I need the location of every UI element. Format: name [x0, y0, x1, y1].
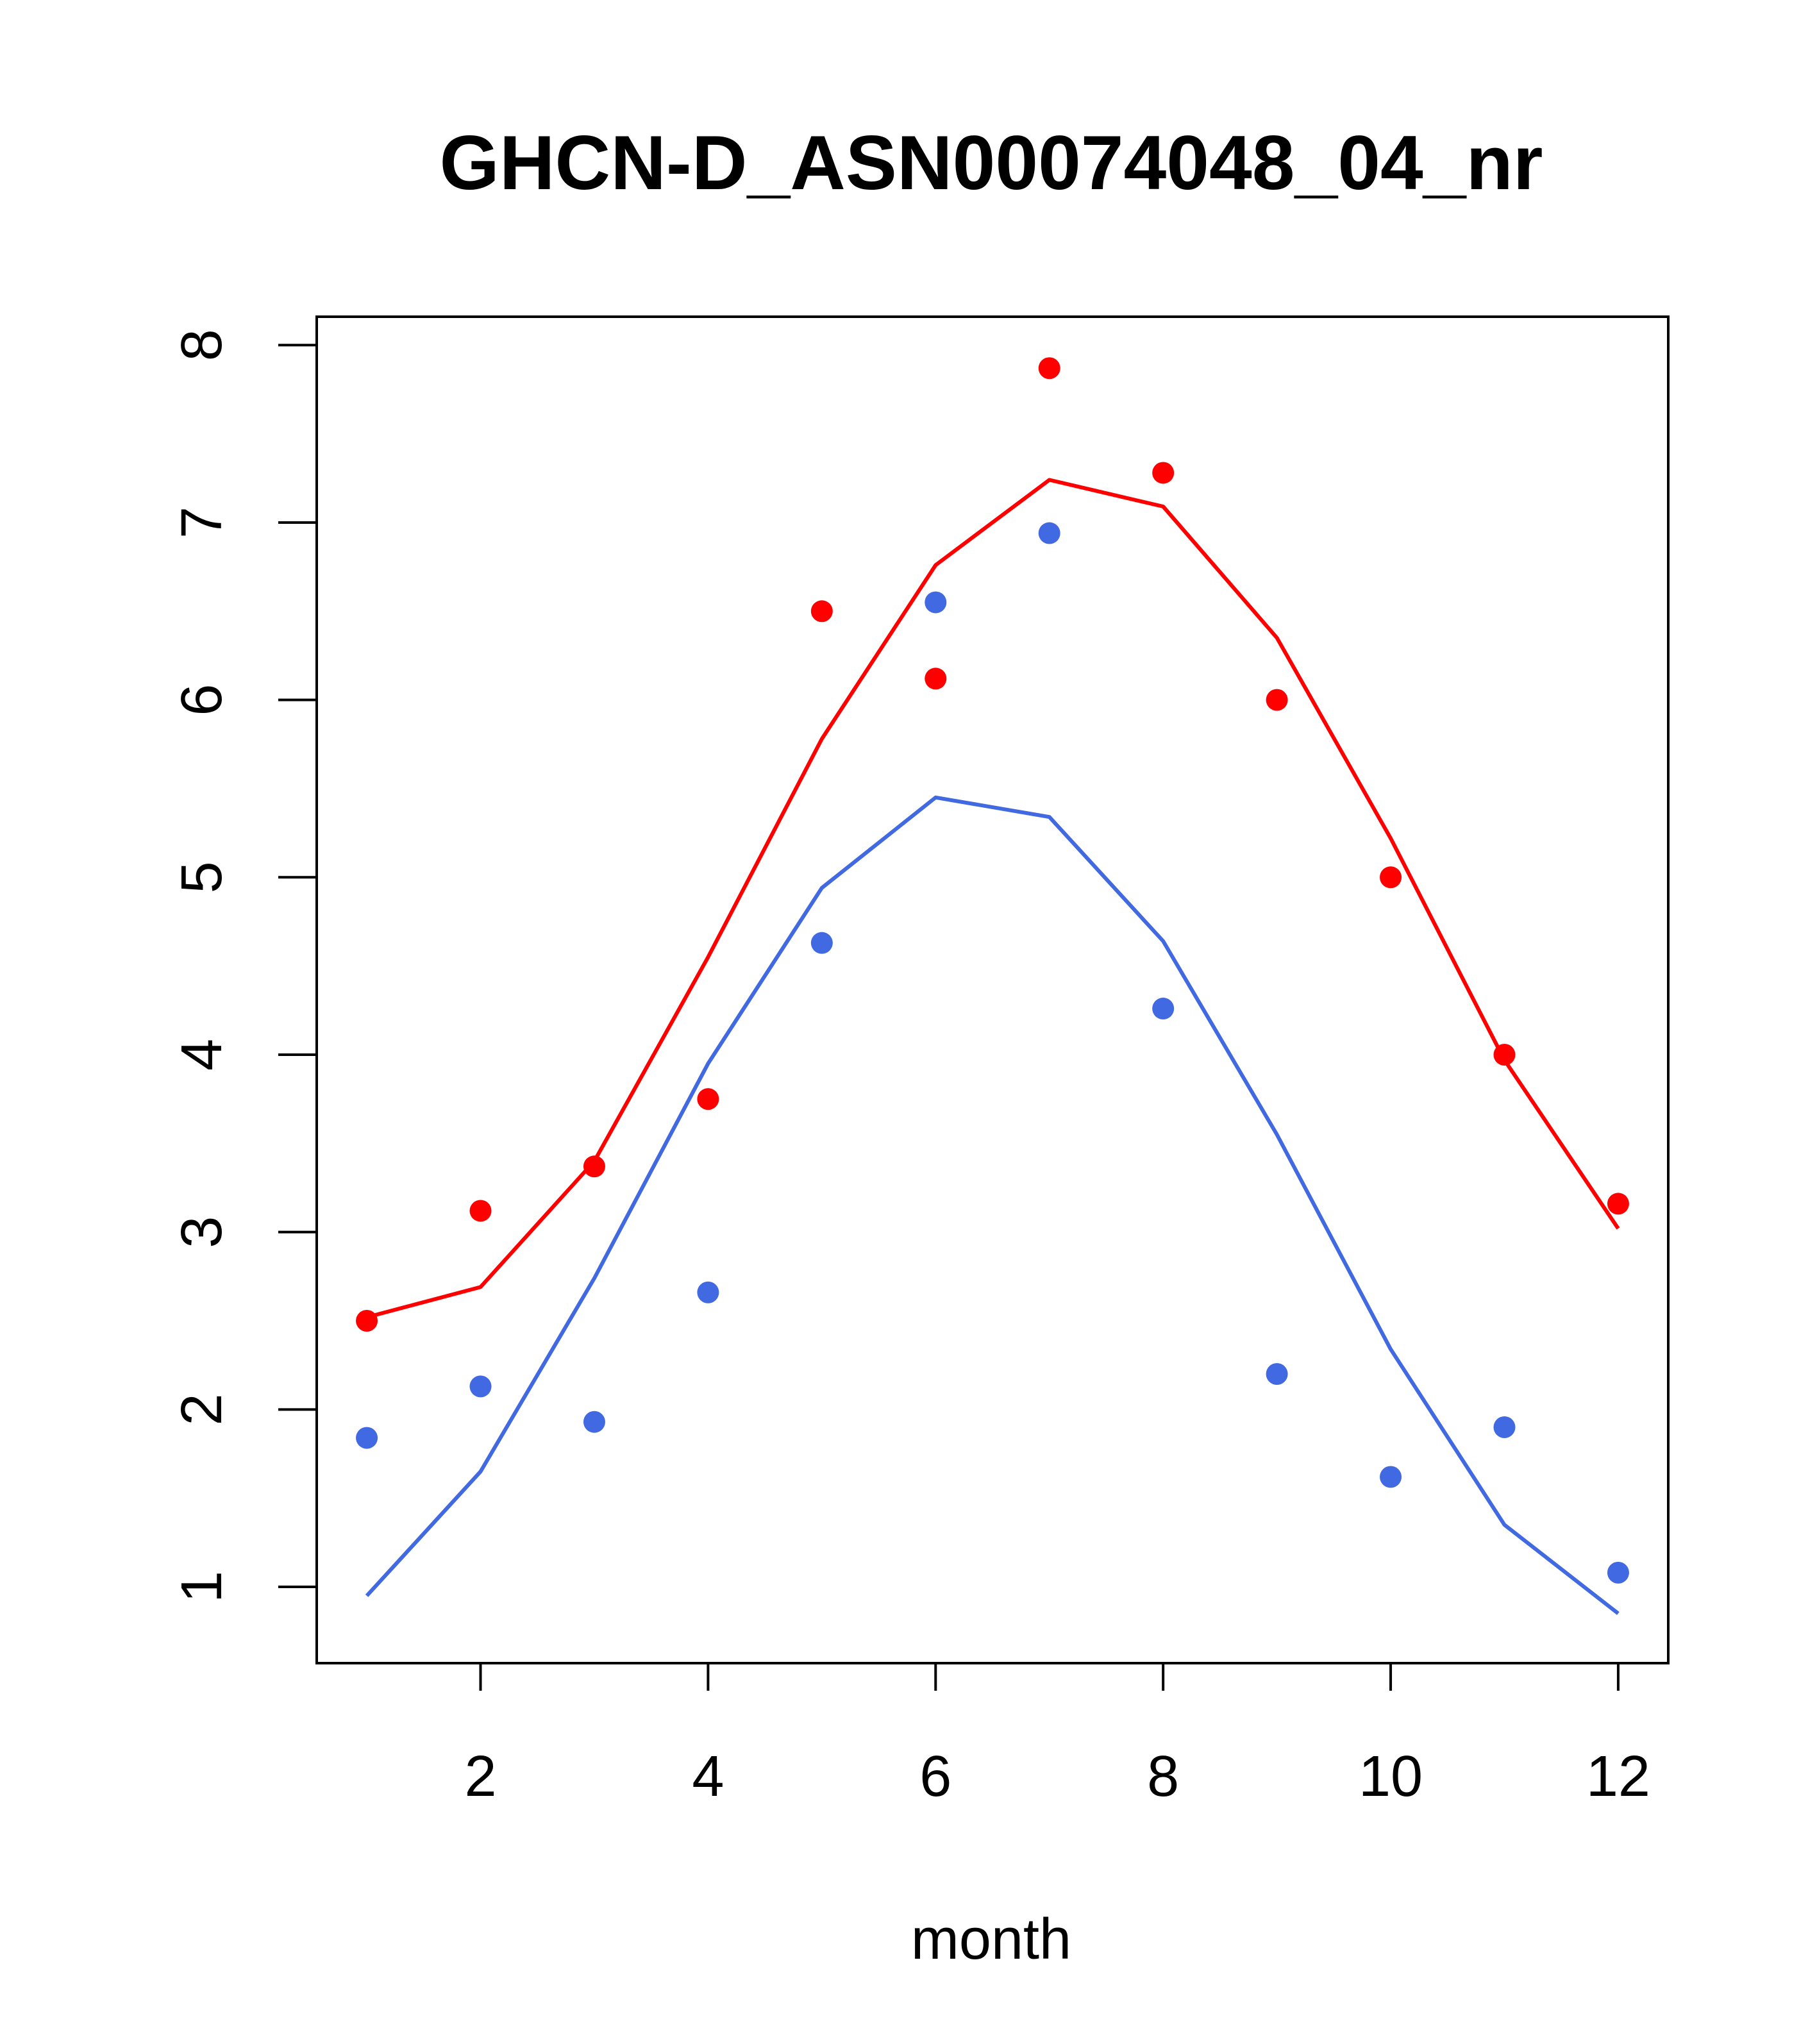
blue-points-point — [1266, 1363, 1288, 1386]
y-axis: 1 2 3 4 5 6 7 8 — [170, 329, 318, 1603]
y-tick-label: 2 — [170, 1393, 234, 1425]
y-tick-label: 5 — [170, 861, 234, 893]
blue-fit-line — [365, 795, 1620, 1615]
blue-points-point — [1152, 998, 1175, 1020]
x-axis: 2 4 6 8 10 12 — [464, 1662, 1650, 1809]
blue-points-point — [583, 1411, 605, 1433]
red-points-point — [1493, 1043, 1516, 1066]
blue-points-point — [469, 1375, 492, 1398]
red-points-point — [469, 1200, 492, 1222]
blue-points-point — [356, 1427, 378, 1449]
plot-frame — [315, 315, 1670, 1664]
y-tick-label: 3 — [170, 1216, 234, 1248]
x-tick-label: 12 — [1586, 1745, 1650, 1809]
y-tick-label: 1 — [170, 1571, 234, 1603]
red-points-point — [583, 1155, 605, 1178]
red-points-point — [697, 1088, 719, 1110]
red-points-point — [356, 1310, 378, 1332]
red-points-point — [1152, 462, 1175, 484]
blue-points-point — [810, 932, 833, 954]
blue-points-point — [697, 1281, 719, 1303]
x-axis-label: month — [911, 1907, 1071, 1972]
y-tick-label: 7 — [170, 507, 234, 539]
blue-points-point — [1607, 1561, 1629, 1584]
y-tick-label: 8 — [170, 329, 234, 361]
x-tick-label: 6 — [919, 1745, 951, 1809]
y-tick-label: 4 — [170, 1039, 234, 1071]
red-points-point — [1038, 357, 1060, 380]
red-points-point — [1380, 866, 1402, 889]
red-points-point — [810, 600, 833, 623]
red-points-point — [1266, 689, 1288, 711]
chart-title: GHCN-D_ASN00074048_04_nr — [440, 120, 1543, 206]
x-tick-label: 8 — [1147, 1745, 1179, 1809]
blue-points-point — [1493, 1416, 1516, 1439]
y-tick-label: 6 — [170, 684, 234, 716]
blue-points-point — [1380, 1466, 1402, 1488]
blue-points-point — [925, 591, 947, 614]
x-tick-label: 4 — [692, 1745, 724, 1809]
red-fit-line — [366, 478, 1620, 1319]
red-points-point — [1607, 1193, 1629, 1215]
x-tick-label: 2 — [464, 1745, 496, 1809]
x-tick-label: 10 — [1359, 1745, 1423, 1809]
red-points-point — [925, 667, 947, 690]
series-layer — [356, 357, 1629, 1615]
blue-points-point — [1038, 522, 1060, 544]
